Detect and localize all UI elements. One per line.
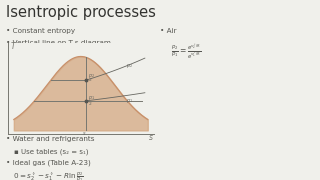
Text: $p_2$: $p_2$ (88, 72, 95, 80)
Text: $p_2$: $p_2$ (126, 62, 133, 70)
Text: $0 = s_2^\circ - s_1^\circ - R\ln\frac{p_2}{p_1}$: $0 = s_2^\circ - s_1^\circ - R\ln\frac{p… (13, 171, 84, 180)
Text: $s$: $s$ (82, 130, 87, 137)
Text: $p_1$: $p_1$ (126, 97, 133, 105)
Text: • Constant entropy: • Constant entropy (6, 28, 76, 34)
Text: s: s (149, 133, 153, 142)
Text: • Vertical line on T-s diagram: • Vertical line on T-s diagram (6, 40, 111, 46)
Text: $p_1$: $p_1$ (88, 94, 95, 102)
Text: Isentropic processes: Isentropic processes (6, 5, 156, 20)
Text: • Ideal gas (Table A-23): • Ideal gas (Table A-23) (6, 159, 91, 166)
Text: • Water and refrigerants: • Water and refrigerants (6, 136, 95, 142)
Text: $\frac{p_2}{p_1} = \frac{e^{s_2^\circ/R}}{e^{s_1^\circ/R}}$: $\frac{p_2}{p_1} = \frac{e^{s_2^\circ/R}… (171, 43, 202, 61)
Text: T: T (10, 42, 15, 51)
Text: • Air: • Air (160, 28, 177, 34)
Text: $2$: $2$ (88, 76, 92, 83)
Text: $2$: $2$ (88, 100, 92, 107)
Text: ▪ Use tables (s₂ = s₁): ▪ Use tables (s₂ = s₁) (14, 148, 89, 155)
